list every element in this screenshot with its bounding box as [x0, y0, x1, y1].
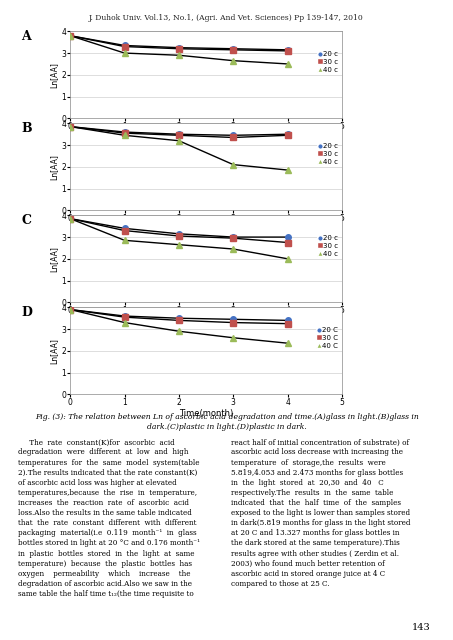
Y-axis label: Ln[AA]: Ln[AA] [49, 338, 58, 364]
20 c [176, 44, 182, 51]
30 c [176, 131, 182, 139]
Line: 40 c: 40 c [67, 124, 290, 173]
Text: C: C [21, 214, 31, 227]
Line: 20 c: 20 c [67, 216, 290, 240]
Legend: 20 c, 30 c, 40 c: 20 c, 30 c, 40 c [317, 234, 338, 257]
20 C [176, 314, 182, 322]
30 C [122, 314, 127, 321]
30 C [176, 317, 182, 324]
40 c [176, 241, 182, 248]
40 C [176, 328, 182, 335]
40 C [231, 334, 236, 342]
40 c [122, 237, 127, 244]
40 c [67, 123, 73, 131]
Line: 30 c: 30 c [67, 33, 290, 54]
40 c [176, 51, 182, 59]
40 c [67, 32, 73, 40]
40 c [231, 57, 236, 65]
X-axis label: time(month): time(month) [180, 132, 232, 142]
20 c [231, 45, 236, 52]
40 c [176, 137, 182, 145]
30 c [231, 134, 236, 141]
Legend: 20 c, 30 c, 40 c: 20 c, 30 c, 40 c [317, 51, 338, 73]
Y-axis label: Ln[AA]: Ln[AA] [49, 62, 58, 88]
Text: D: D [21, 306, 32, 319]
20 c [122, 42, 127, 49]
20 c [231, 131, 236, 139]
20 C [231, 316, 236, 323]
40 c [285, 255, 290, 262]
20 c [285, 46, 290, 54]
20 C [285, 317, 290, 324]
Text: B: B [21, 122, 32, 134]
Y-axis label: Ln[AA]: Ln[AA] [49, 154, 58, 180]
Legend: 20 C, 30 C, 40 C: 20 C, 30 C, 40 C [316, 326, 338, 349]
40 C [285, 339, 290, 347]
30 c [285, 47, 290, 55]
40 C [122, 319, 127, 326]
Line: 20 c: 20 c [67, 33, 290, 52]
20 c [122, 225, 127, 232]
20 c [285, 233, 290, 241]
20 C [67, 306, 73, 314]
30 c [285, 131, 290, 139]
Line: 30 C: 30 C [67, 307, 290, 326]
20 c [122, 128, 127, 136]
Line: 40 c: 40 c [67, 216, 290, 262]
30 C [67, 306, 73, 314]
20 c [176, 131, 182, 138]
30 c [176, 232, 182, 240]
30 c [285, 239, 290, 246]
20 c [67, 215, 73, 223]
Legend: 20 c, 30 c, 40 c: 20 c, 30 c, 40 c [317, 142, 338, 165]
40 c [285, 166, 290, 174]
Line: 20 c: 20 c [67, 124, 290, 138]
30 c [122, 129, 127, 137]
40 c [231, 161, 236, 168]
Line: 30 c: 30 c [67, 124, 290, 140]
30 c [231, 234, 236, 242]
X-axis label: Time[month]: Time[month] [179, 225, 233, 234]
Line: 30 c: 30 c [67, 216, 290, 245]
40 c [231, 245, 236, 253]
30 C [285, 320, 290, 328]
Line: 20 C: 20 C [67, 307, 290, 323]
30 c [67, 215, 73, 223]
30 c [122, 227, 127, 234]
X-axis label: Time(month): Time(month) [179, 409, 233, 418]
20 c [176, 230, 182, 237]
30 c [67, 32, 73, 40]
Line: 40 c: 40 c [67, 33, 290, 67]
20 C [122, 312, 127, 320]
30 c [122, 43, 127, 51]
Text: The  rate  constant(K)for  ascorbic  acid
degradation  were  different  at  low : The rate constant(K)for ascorbic acid de… [18, 438, 200, 598]
Text: J. Duhok Univ. Vol.13, No.1, (Agri. And Vet. Sciences) Pp 139-147, 2010: J. Duhok Univ. Vol.13, No.1, (Agri. And … [89, 14, 364, 22]
30 C [231, 319, 236, 326]
20 c [67, 123, 73, 131]
Text: Fig. (3): The relation between Ln of ascorbic acid degradation and time.(A)glass: Fig. (3): The relation between Ln of asc… [34, 413, 419, 431]
40 c [285, 60, 290, 68]
20 c [231, 233, 236, 241]
40 C [67, 306, 73, 314]
30 c [176, 45, 182, 52]
X-axis label: Time[month]: Time[month] [179, 317, 233, 326]
30 c [231, 46, 236, 54]
40 c [122, 49, 127, 57]
Y-axis label: Ln[AA]: Ln[AA] [49, 246, 58, 272]
Text: A: A [21, 29, 31, 43]
Line: 40 C: 40 C [67, 307, 290, 346]
30 c [67, 123, 73, 131]
20 c [285, 131, 290, 138]
40 c [122, 131, 127, 139]
20 c [67, 32, 73, 40]
Text: react half of initial concentration of substrate) of
ascorbic acid loss decrease: react half of initial concentration of s… [231, 438, 410, 588]
40 c [67, 215, 73, 223]
Text: 143: 143 [412, 623, 430, 632]
